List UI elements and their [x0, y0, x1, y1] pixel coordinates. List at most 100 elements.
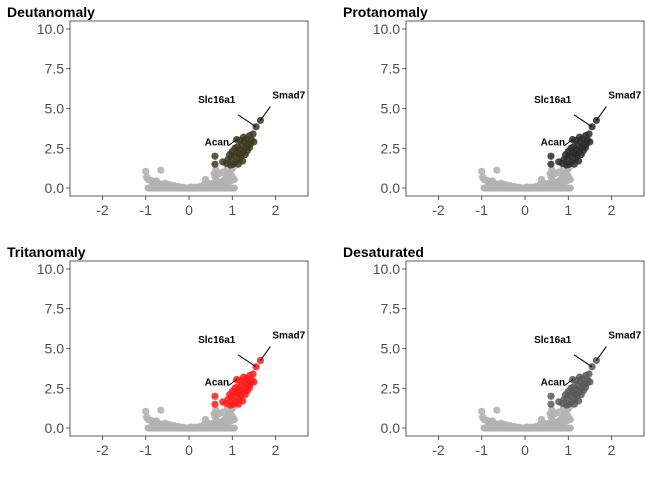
point-background	[541, 180, 549, 189]
point-background	[216, 422, 224, 430]
point-highlight	[245, 143, 254, 152]
point-highlight	[562, 161, 571, 169]
point-background	[205, 180, 213, 189]
y-tick-label: 2.5	[45, 380, 65, 396]
x-tick-label: -2	[432, 202, 445, 218]
point-highlight	[250, 138, 258, 146]
point-highlight	[562, 401, 571, 409]
point-highlight	[235, 150, 243, 158]
x-tick-label: 0	[185, 442, 193, 458]
label-leader-line	[573, 354, 593, 368]
point-highlight	[585, 370, 593, 378]
x-tick-label: -1	[476, 442, 489, 458]
gene-label-slc16a1: Slc16a1	[534, 335, 572, 346]
point-highlight	[571, 390, 579, 398]
gene-label-acan: Acan	[541, 378, 565, 389]
point-background	[523, 183, 531, 191]
point-highlight	[581, 383, 590, 392]
x-tick-label: 1	[564, 442, 572, 458]
point-background	[152, 417, 161, 425]
x-tick-label: 0	[521, 202, 529, 218]
point-highlight	[581, 143, 590, 152]
point-highlight	[250, 378, 258, 386]
point-highlight	[226, 161, 235, 169]
point-background	[541, 420, 549, 429]
panel-border	[69, 20, 309, 197]
point-background	[478, 407, 486, 415]
x-tick-label: 2	[608, 202, 616, 218]
point-background	[224, 178, 232, 187]
x-tick-label: 1	[564, 202, 572, 218]
y-tick-label: 2.5	[381, 380, 401, 396]
point-background	[535, 421, 543, 429]
y-tick-label: 7.5	[381, 301, 401, 317]
point-highlight	[211, 152, 219, 160]
point-background	[212, 406, 220, 414]
x-tick-label: -2	[96, 442, 109, 458]
x-tick-label: -1	[476, 202, 489, 218]
label-leader-line	[595, 346, 607, 361]
point-highlight	[239, 373, 248, 381]
point-background	[228, 172, 236, 180]
panel-title: Protanomaly	[343, 4, 428, 20]
point-background	[158, 423, 166, 431]
point-background	[566, 424, 575, 432]
label-leader-line	[237, 114, 257, 128]
point-background	[478, 167, 486, 175]
gene-label-smad7: Smad7	[272, 330, 305, 341]
panel-border	[405, 260, 645, 437]
point-highlight	[547, 160, 555, 168]
point-highlight	[586, 378, 594, 386]
y-tick-label: 5.0	[45, 341, 65, 357]
point-highlight	[249, 370, 257, 378]
x-tick-label: -2	[432, 442, 445, 458]
point-background	[564, 172, 572, 180]
label-leader-line	[237, 354, 257, 368]
x-tick-label: 1	[228, 442, 236, 458]
point-background	[560, 178, 568, 187]
point-highlight	[575, 133, 584, 141]
point-highlight	[547, 152, 555, 160]
y-tick-label: 0.0	[45, 180, 65, 196]
point-background	[552, 422, 560, 430]
y-tick-label: 10.0	[37, 261, 64, 277]
point-background	[510, 422, 518, 431]
point-highlight	[547, 400, 555, 408]
label-leader-line	[259, 346, 271, 361]
panel-3: Tritanomaly 0.0 2.5 5.0 7.5 10.0 -2 -1 0 1 2 Slc16a…	[7, 244, 309, 458]
point-background	[493, 166, 501, 174]
point-background	[216, 182, 224, 190]
y-tick-label: 2.5	[381, 140, 401, 156]
point-highlight	[586, 138, 594, 146]
panel-title: Deutanomaly	[7, 4, 95, 20]
point-background	[560, 418, 568, 427]
point-background	[564, 412, 572, 420]
point-background	[230, 424, 239, 432]
y-tick-label: 7.5	[381, 61, 401, 77]
y-tick-label: 7.5	[45, 301, 65, 317]
label-leader-line	[573, 114, 593, 128]
x-tick-label: -1	[140, 202, 153, 218]
point-highlight	[575, 373, 584, 381]
label-leader-line	[564, 139, 573, 146]
gene-label-smad7: Smad7	[272, 90, 305, 101]
point-highlight	[211, 392, 219, 400]
point-background	[174, 182, 182, 191]
point-highlight	[211, 400, 219, 408]
panel-border	[69, 260, 309, 437]
gene-label-smad7: Smad7	[608, 330, 641, 341]
point-background	[157, 406, 165, 414]
point-background	[494, 423, 502, 431]
point-background	[199, 181, 207, 189]
y-tick-label: 5.0	[45, 101, 65, 117]
label-leader-line	[595, 106, 607, 121]
panel-2: Protanomaly 0.0 2.5 5.0 7.5 10.0 -2 -1 0 1 2 Slc16a…	[343, 4, 645, 218]
y-tick-label: 0.0	[381, 180, 401, 196]
y-tick-label: 10.0	[37, 21, 64, 37]
point-background	[157, 166, 165, 174]
panel-4: Desaturated 0.0 2.5 5.0 7.5 10.0 -2 -1 0 1 2 Slc16a…	[343, 244, 645, 458]
y-tick-label: 7.5	[45, 61, 65, 77]
point-background	[142, 167, 150, 175]
point-background	[187, 423, 195, 431]
